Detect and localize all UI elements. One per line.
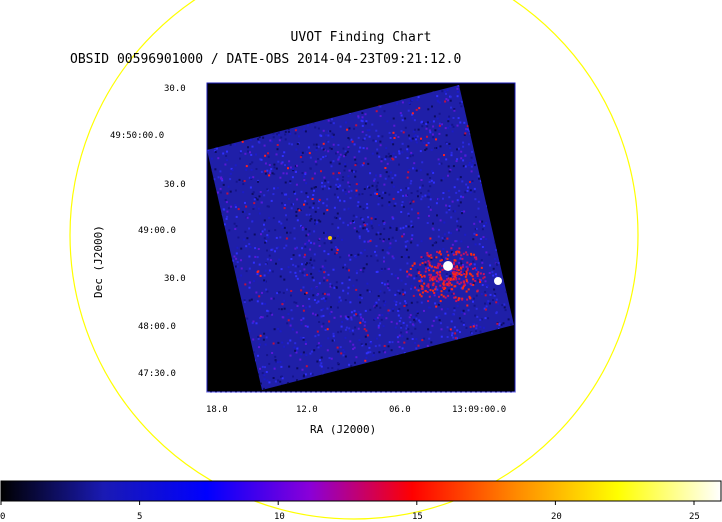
- colorbar-tick-label: 10: [274, 512, 285, 522]
- colorbar-tick-label: 15: [412, 512, 423, 522]
- x-axis-label: RA (J2000): [310, 423, 377, 436]
- field-of-view-circle: [69, 0, 639, 520]
- colorbar-tick-label: 20: [551, 512, 562, 522]
- x-tick-label: 13:09:00.0: [452, 405, 507, 415]
- colorbar-tick-label: 25: [689, 512, 700, 522]
- colorbar-tick-label: 0: [0, 512, 6, 522]
- colorbar: [0, 480, 722, 502]
- y-tick-label: 30.0: [164, 180, 186, 190]
- y-tick-label: 30.0: [164, 84, 186, 94]
- x-tick-label: 06.0: [389, 405, 411, 415]
- y-axis-label: Dec (J2000): [92, 225, 105, 298]
- plot-frame: [206, 82, 516, 393]
- y-tick-label: 49:50:00.0: [110, 131, 165, 141]
- x-tick-label: 12.0: [296, 405, 318, 415]
- colorbar-tick-label: 5: [137, 512, 143, 522]
- chart-subtitle: OBSID 00596901000 / DATE-OBS 2014-04-23T…: [70, 52, 462, 67]
- chart-title: UVOT Finding Chart: [290, 30, 432, 45]
- y-tick-label: 47:30.0: [138, 369, 176, 379]
- y-tick-label: 48:00.0: [138, 322, 176, 332]
- x-tick-label: 18.0: [206, 405, 228, 415]
- faint-source: [328, 236, 332, 240]
- y-tick-label: 30.0: [164, 274, 186, 284]
- bright-source: [443, 261, 453, 271]
- bright-source: [494, 277, 502, 285]
- y-tick-label: 49:00.0: [138, 226, 176, 236]
